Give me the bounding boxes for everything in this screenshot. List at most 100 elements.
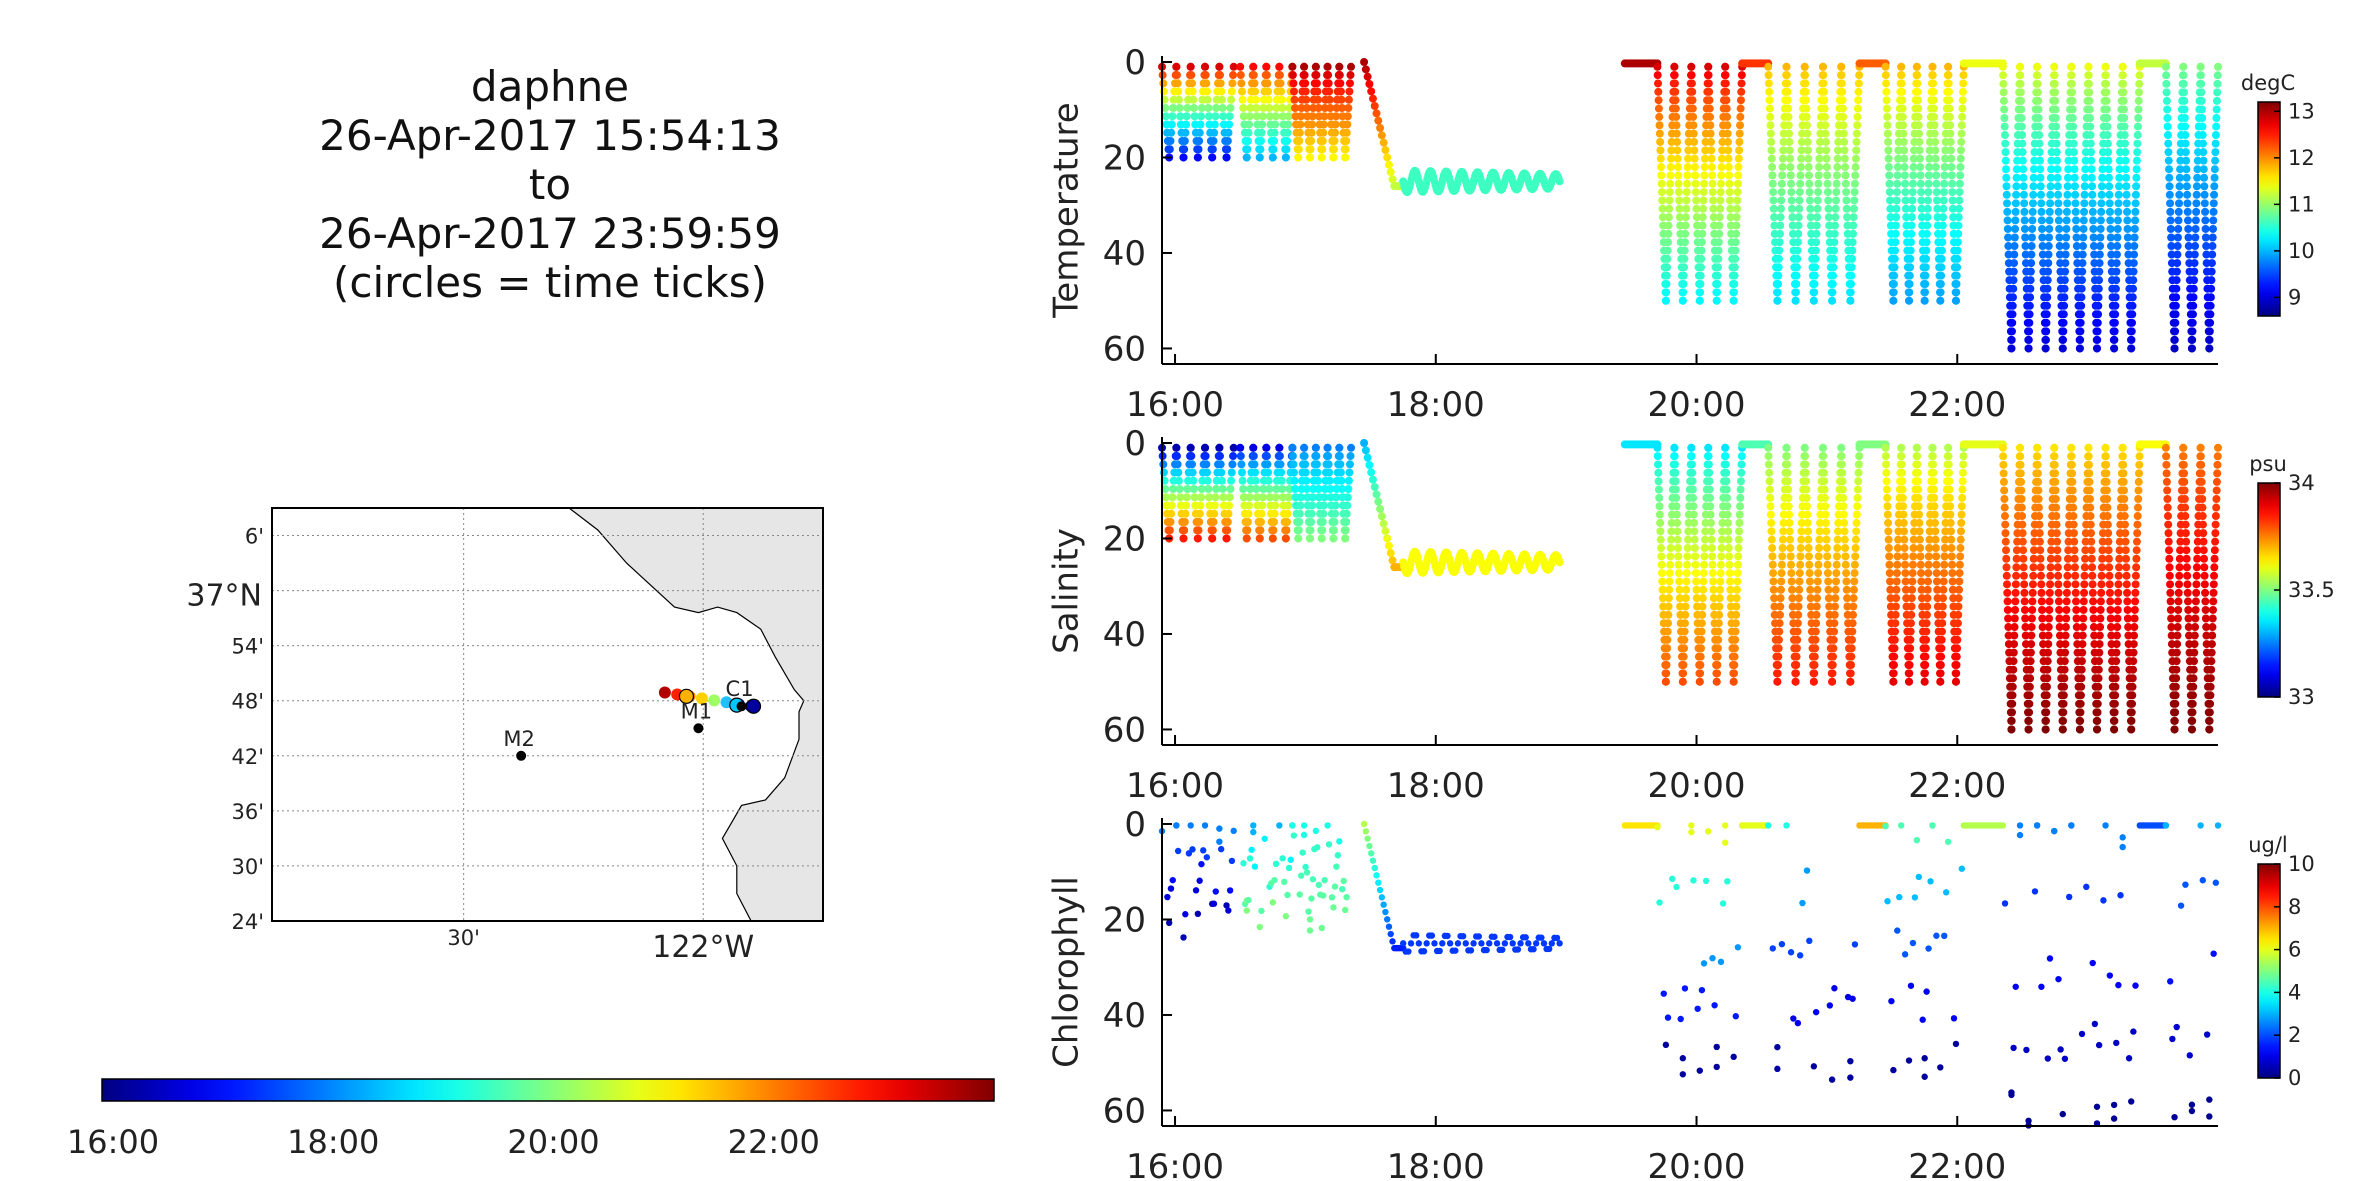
data-point bbox=[1263, 460, 1272, 469]
data-point bbox=[1812, 221, 1821, 230]
data-point bbox=[1683, 535, 1692, 544]
data-point bbox=[1656, 154, 1665, 163]
data-point bbox=[1431, 940, 1438, 947]
data-point bbox=[1908, 569, 1917, 578]
data-point bbox=[1209, 517, 1218, 526]
data-point bbox=[1919, 1016, 1926, 1023]
data-point bbox=[2087, 529, 2096, 538]
data-point bbox=[1690, 163, 1699, 172]
time-colorbar-tick-label: 20:00 bbox=[507, 1123, 599, 1161]
data-point bbox=[2110, 1115, 2118, 1122]
data-point bbox=[2174, 605, 2183, 614]
data-point bbox=[2118, 443, 2127, 452]
data-point bbox=[1225, 112, 1234, 121]
data-point bbox=[1882, 822, 1889, 830]
data-point bbox=[1894, 527, 1903, 536]
data-point bbox=[1284, 501, 1293, 510]
data-point bbox=[1239, 485, 1248, 494]
data-point bbox=[2212, 486, 2221, 495]
data-point bbox=[2055, 623, 2064, 632]
data-point bbox=[1692, 577, 1701, 586]
data-point bbox=[1937, 246, 1946, 255]
data-point bbox=[1706, 518, 1715, 527]
data-point bbox=[1944, 460, 1953, 469]
data-point bbox=[1820, 477, 1829, 486]
data-point bbox=[1766, 502, 1775, 511]
data-point bbox=[1313, 87, 1322, 96]
data-point bbox=[2208, 623, 2217, 632]
data-point bbox=[1791, 669, 1800, 678]
data-point bbox=[2043, 284, 2052, 293]
data-point bbox=[1343, 120, 1352, 129]
data-point bbox=[2068, 105, 2077, 114]
data-point bbox=[1725, 552, 1734, 561]
data-point bbox=[2188, 327, 2197, 336]
data-point bbox=[1952, 661, 1961, 669]
data-point bbox=[1929, 485, 1938, 494]
data-point bbox=[1848, 238, 1857, 247]
data-point bbox=[1768, 163, 1777, 172]
data-point bbox=[2045, 233, 2054, 242]
data-point bbox=[2175, 580, 2184, 589]
data-point bbox=[1813, 204, 1822, 213]
data-point bbox=[1165, 526, 1174, 535]
data-point bbox=[1882, 96, 1891, 105]
data-point bbox=[2131, 216, 2140, 225]
data-point bbox=[2107, 631, 2116, 640]
data-point bbox=[1300, 452, 1309, 461]
data-point bbox=[2119, 843, 2126, 851]
data-point bbox=[2114, 199, 2123, 208]
data-point bbox=[2008, 682, 2017, 691]
data-point bbox=[1708, 171, 1717, 180]
data-point bbox=[2132, 173, 2141, 182]
data-point bbox=[1654, 485, 1663, 494]
data-point bbox=[2211, 520, 2220, 529]
data-point bbox=[2201, 588, 2210, 597]
track-point bbox=[658, 686, 671, 699]
data-point bbox=[1270, 128, 1279, 137]
data-point bbox=[1937, 271, 1946, 280]
data-point bbox=[1313, 95, 1322, 104]
data-point bbox=[2038, 224, 2047, 233]
data-point bbox=[1847, 644, 1856, 653]
data-point bbox=[1675, 196, 1684, 205]
data-point bbox=[2070, 173, 2079, 182]
data-point bbox=[1922, 238, 1931, 247]
data-point bbox=[1717, 163, 1726, 172]
data-point bbox=[1182, 493, 1191, 502]
data-point bbox=[1660, 990, 1667, 997]
data-point bbox=[2011, 216, 2020, 225]
data-point bbox=[1388, 556, 1397, 565]
data-point bbox=[1692, 213, 1701, 222]
data-point bbox=[2050, 79, 2059, 88]
data-point bbox=[2024, 716, 2033, 725]
y-tick-label: 0 bbox=[1124, 805, 1146, 845]
data-point bbox=[1955, 577, 1964, 586]
data-point bbox=[1849, 602, 1858, 611]
data-point bbox=[1849, 213, 1858, 222]
data-point bbox=[2019, 546, 2028, 555]
data-point bbox=[1276, 822, 1283, 829]
data-point bbox=[2162, 96, 2171, 105]
data-point bbox=[1793, 635, 1802, 644]
data-point bbox=[1306, 916, 1314, 923]
data-point bbox=[2096, 242, 2105, 251]
data-point bbox=[1493, 940, 1501, 947]
data-point bbox=[2115, 981, 2122, 989]
data-point bbox=[2121, 139, 2129, 148]
data-point bbox=[2035, 131, 2044, 140]
data-point bbox=[1722, 96, 1731, 105]
data-point bbox=[2196, 71, 2205, 80]
data-point bbox=[1724, 878, 1731, 885]
data-point bbox=[1278, 104, 1287, 113]
data-point bbox=[2124, 631, 2133, 640]
data-point bbox=[1802, 477, 1811, 486]
data-point bbox=[1175, 485, 1184, 494]
data-point bbox=[2019, 563, 2028, 572]
data-point bbox=[1952, 271, 1961, 280]
data-point bbox=[1674, 171, 1683, 180]
data-point bbox=[2112, 631, 2121, 640]
data-point bbox=[2202, 631, 2211, 640]
data-point bbox=[1956, 527, 1965, 536]
data-point bbox=[2080, 190, 2089, 199]
